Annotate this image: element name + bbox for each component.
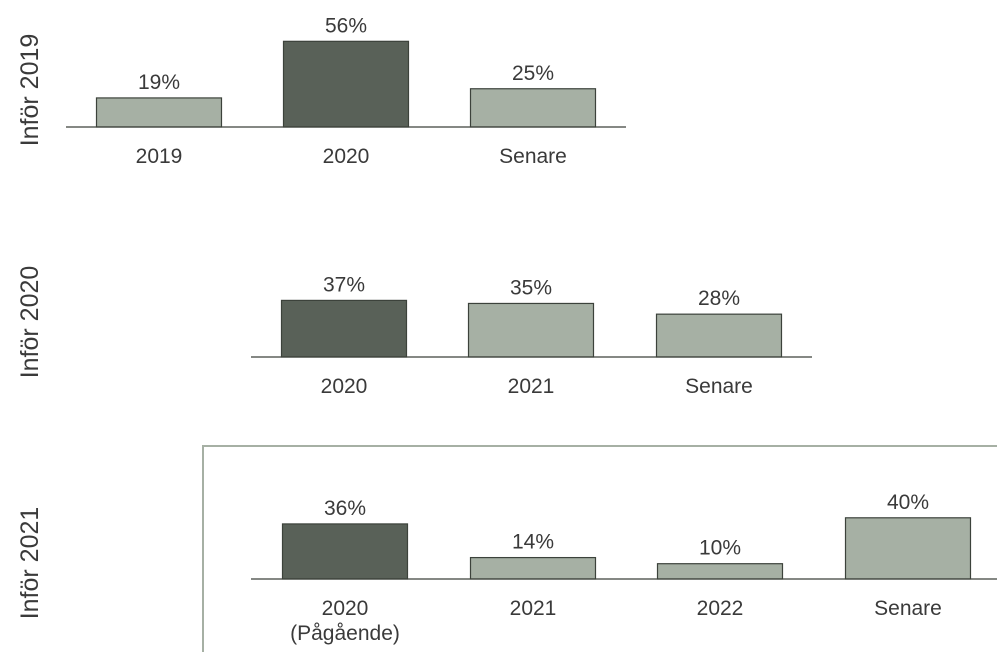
bar	[656, 563, 784, 580]
bar	[844, 517, 972, 580]
category-label: 2021	[510, 597, 557, 620]
category-label: 2022	[697, 597, 744, 620]
bar-chart-panel: Inför 2021 36% 2020 (Pågående) 14% 2021 10% 202…	[16, 445, 997, 652]
value-label: 36%	[324, 497, 366, 520]
value-label: 19%	[138, 71, 180, 94]
bar	[655, 313, 783, 358]
value-label: 56%	[325, 14, 367, 37]
row-label: Inför 2019	[16, 34, 44, 147]
value-label: 14%	[512, 531, 554, 554]
value-label: 35%	[510, 276, 552, 299]
bar	[95, 97, 223, 128]
bar	[469, 88, 597, 128]
value-label: 37%	[323, 273, 365, 296]
bar-highlight	[282, 40, 410, 128]
category-label: 2020 (Pågående)	[290, 597, 400, 645]
value-label: 10%	[699, 537, 741, 560]
bar-chart-panel: Inför 2019 19% 2019 56% 2020 25% Senare	[16, 14, 626, 168]
bar-highlight	[281, 523, 409, 580]
row-label: Inför 2021	[16, 507, 44, 620]
category-label: Senare	[685, 375, 753, 398]
category-label: 2020	[321, 375, 368, 398]
bar	[469, 556, 597, 580]
bar	[467, 302, 595, 358]
value-label: 25%	[512, 62, 554, 85]
bar-chart-panel: Inför 2020 37% 2020 35% 2021 28% Senare	[16, 266, 812, 398]
category-label: 2021	[508, 375, 555, 398]
category-label: Senare	[499, 145, 567, 168]
value-label: 40%	[887, 491, 929, 514]
row-label: Inför 2020	[16, 266, 44, 379]
bar-highlight	[280, 299, 408, 358]
value-label: 28%	[698, 287, 740, 310]
panel-frame	[202, 445, 997, 652]
category-label: 2019	[136, 145, 183, 168]
category-label: Senare	[874, 597, 942, 620]
category-label: 2020	[323, 145, 370, 168]
